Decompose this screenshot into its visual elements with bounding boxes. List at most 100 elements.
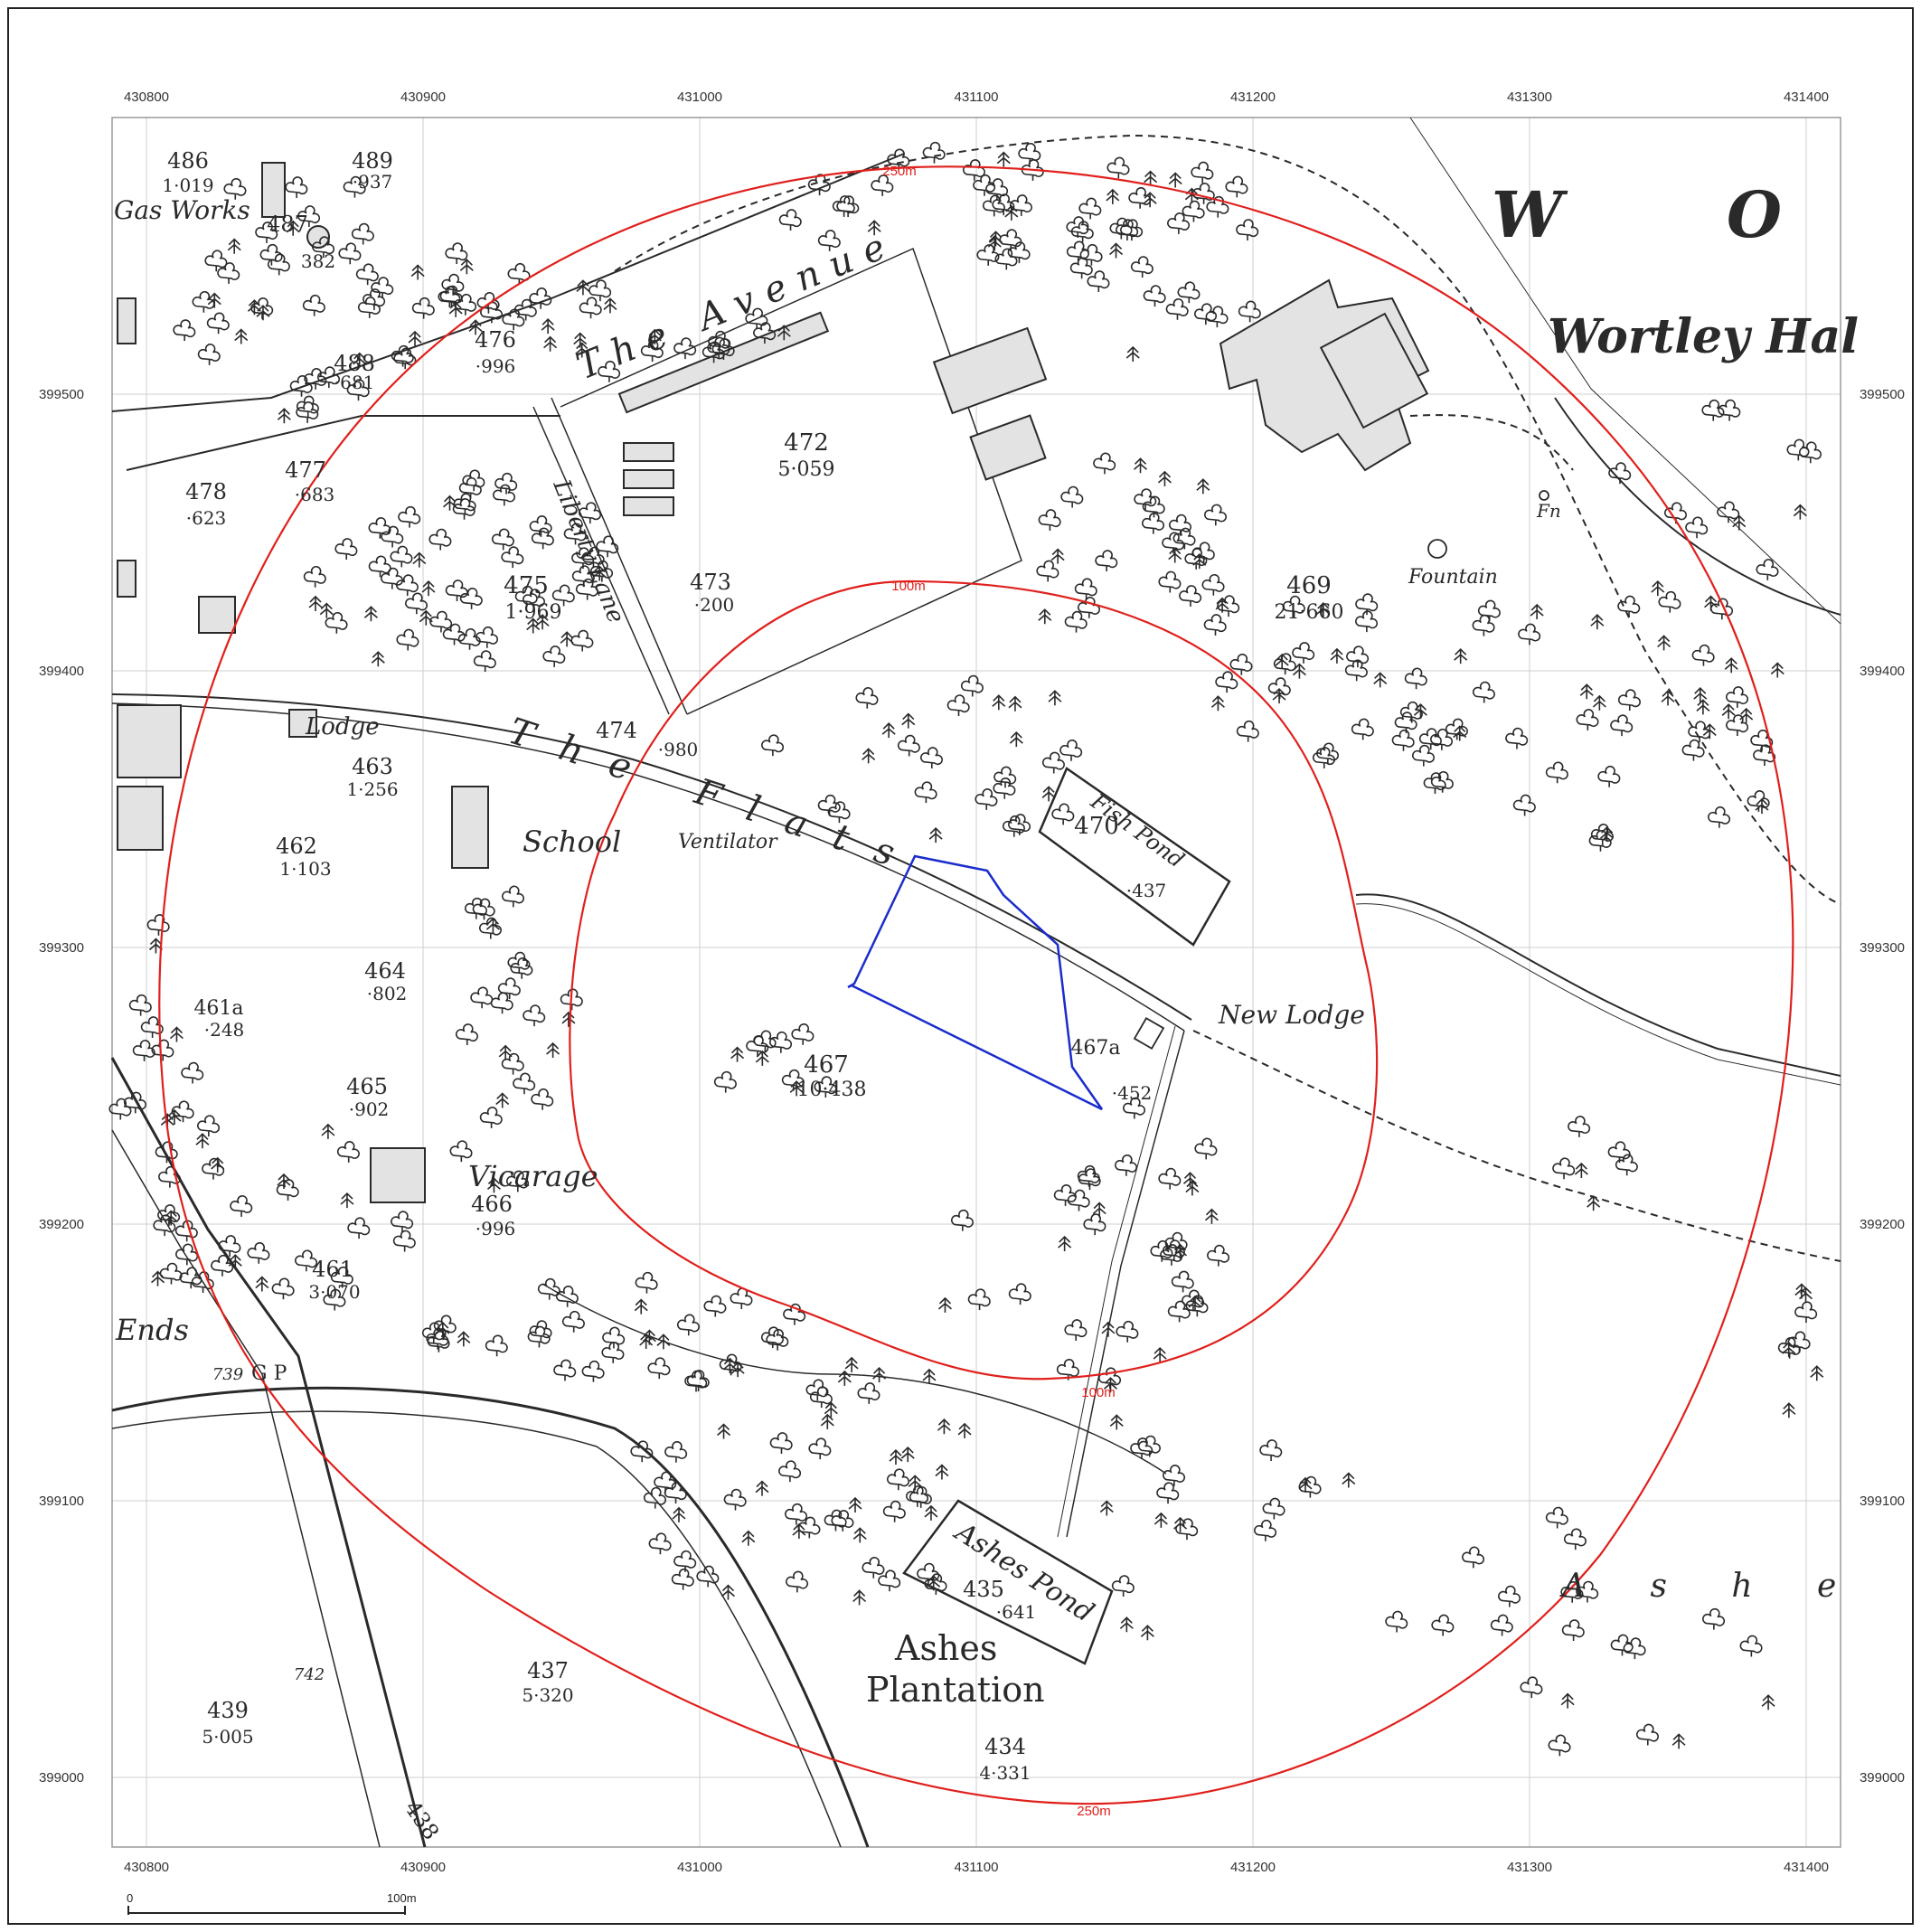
conifer-tree-icon [1721,703,1736,720]
label-ventilator: Ventilator [678,831,778,853]
deciduous-tree-icon [159,1262,183,1285]
deciduous-tree-icon [155,1141,178,1164]
scale-bar [127,1906,406,1915]
deciduous-tree-icon [1404,667,1427,690]
place-names: Gas Works W O Wortley Hal The Avenue Lib… [114,177,1859,1710]
deciduous-tree-icon [976,244,1000,266]
deciduous-tree-icon [174,1220,198,1242]
conifer-tree-icon [1798,1286,1813,1303]
conifer-tree-icon [1298,1476,1313,1493]
deciduous-tree-icon [785,1503,808,1525]
x-label-top: 430800 [124,90,169,105]
label-fn: Fn [1536,500,1561,522]
grid-lines [112,118,1841,1847]
parcel-number: 382 [301,250,335,272]
parcel-number: 487 [267,212,308,237]
deciduous-tree-icon [832,195,855,217]
conifer-tree-icon [468,319,483,335]
deciduous-tree-icon [920,747,943,768]
deciduous-tree-icon [478,917,502,939]
x-label-top: 431400 [1784,90,1829,105]
deciduous-tree-icon [1490,1614,1513,1636]
deciduous-tree-icon [485,1334,508,1357]
deciduous-tree-icon [497,977,521,1000]
conifer-tree-icon [1204,1208,1219,1224]
deciduous-tree-icon [542,646,566,667]
deciduous-tree-icon [1344,659,1368,682]
deciduous-tree-icon [1431,1614,1455,1636]
deciduous-tree-icon [809,1386,833,1409]
conifer-tree-icon [634,1298,648,1315]
deciduous-tree-icon [491,528,514,551]
deciduous-tree-icon [445,242,468,265]
conifer-tree-icon [1330,647,1344,664]
parcel-area: 5·059 [778,458,835,481]
deciduous-tree-icon [664,1482,687,1503]
deciduous-tree-icon [973,174,996,196]
label-lodge: Lodge [305,713,380,740]
deciduous-tree-icon [202,1157,225,1180]
conifer-tree-icon [543,335,558,352]
deciduous-tree-icon [470,986,494,1009]
y-label-right: 399300 [1860,940,1905,956]
buffer-label-outer-top: 250m [882,164,917,179]
deciduous-tree-icon [579,502,602,524]
deciduous-tree-icon [647,1357,671,1380]
deciduous-tree-icon [551,584,575,607]
deciduous-tree-icon [676,1314,700,1336]
deciduous-tree-icon [1002,815,1025,837]
deciduous-tree-icon [702,341,725,363]
conifer-tree-icon [167,1108,182,1125]
conifer-tree-icon [459,259,474,275]
conifer-tree-icon [526,617,541,634]
deciduous-tree-icon [1142,512,1165,534]
deciduous-tree-icon [338,242,362,265]
deciduous-tree-icon [1053,1184,1077,1206]
deciduous-tree-icon [1184,548,1208,570]
deciduous-tree-icon [192,290,215,313]
parcel-area: ·902 [349,1098,390,1120]
deciduous-tree-icon [531,527,554,550]
label-vicarage: Vicarage [468,1159,598,1193]
conifer-tree-icon [672,1506,686,1522]
x-label-bottom: 430900 [400,1860,446,1875]
conifer-tree-icon [560,631,574,647]
deciduous-tree-icon [1351,718,1374,740]
deciduous-tree-icon [1021,159,1044,181]
deciduous-tree-icon [501,546,524,569]
deciduous-tree-icon [1787,1331,1811,1353]
parcel-area: ·996 [476,355,516,377]
deciduous-tree-icon [1172,527,1196,550]
conifer-tree-icon [867,220,881,236]
deciduous-tree-icon [783,1303,806,1325]
deciduous-tree-icon [1472,614,1495,636]
y-label-right: 399100 [1860,1494,1905,1509]
label-wortley-hall: Wortley Hal [1548,309,1859,364]
deciduous-tree-icon [643,1486,666,1509]
conifer-tree-icon [151,1270,165,1286]
deciduous-tree-icon [960,674,984,697]
label-gas-works: Gas Works [114,195,250,225]
deciduous-tree-icon [909,1486,932,1508]
deciduous-tree-icon [671,1568,694,1590]
conifer-tree-icon [1140,1625,1154,1641]
deciduous-tree-icon [302,294,325,316]
conifer-tree-icon [277,1173,291,1189]
roads [110,117,1841,1848]
x-label-top: 430900 [400,90,446,105]
deciduous-tree-icon [827,801,851,824]
deciduous-tree-icon [523,1004,546,1027]
x-label-bottom: 431200 [1230,1860,1276,1875]
conifer-tree-icon [820,1413,834,1429]
parcel-area: ·683 [295,484,335,505]
parcel-area: ·623 [186,507,227,529]
conifer-tree-icon [1732,514,1747,531]
deciduous-tree-icon [1756,559,1779,580]
x-label-top: 431200 [1230,90,1276,105]
deciduous-tree-icon [769,1031,793,1053]
deciduous-tree-icon [123,1091,146,1114]
buffer-rings [158,165,1794,1805]
conifer-tree-icon [1453,725,1467,741]
deciduous-tree-icon [1215,671,1238,693]
conifer-tree-icon [1119,1616,1134,1633]
